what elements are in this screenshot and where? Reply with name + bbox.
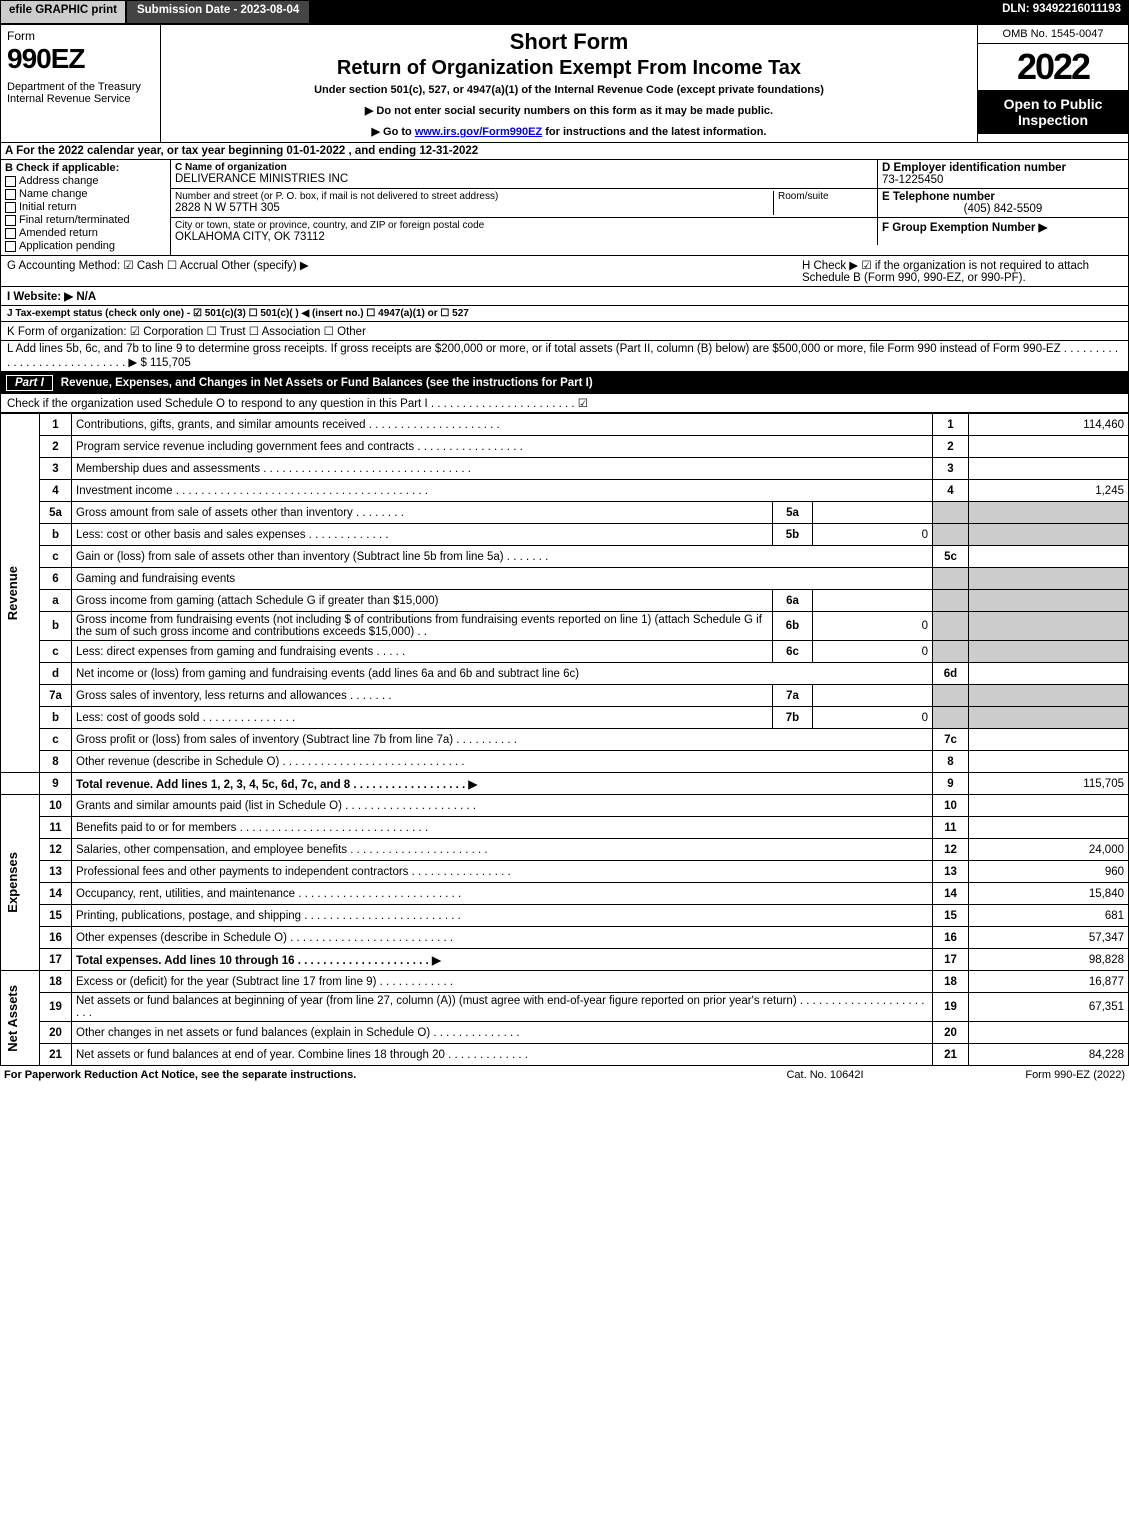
line-11: 11Benefits paid to or for members . . . … xyxy=(1,817,1129,839)
line-7a: 7aGross sales of inventory, less returns… xyxy=(1,685,1129,707)
omb-number: OMB No. 1545-0047 xyxy=(978,25,1128,44)
chk-address-change[interactable]: Address change xyxy=(5,175,166,187)
dln: DLN: 93492216011193 xyxy=(994,0,1129,24)
side-revenue: Revenue xyxy=(5,566,20,620)
part1-label: Part I xyxy=(6,375,53,391)
line-l: L Add lines 5b, 6c, and 7b to line 9 to … xyxy=(0,341,1129,372)
f-label: F Group Exemption Number ▶ xyxy=(882,222,1047,234)
section-bcde: B Check if applicable: Address change Na… xyxy=(0,160,1129,256)
form-word: Form xyxy=(7,29,154,43)
line-9: 9Total revenue. Add lines 1, 2, 3, 4, 5c… xyxy=(1,773,1129,795)
room-label: Room/suite xyxy=(773,191,873,215)
chk-initial-return[interactable]: Initial return xyxy=(5,201,166,213)
addr-label: Number and street (or P. O. box, if mail… xyxy=(175,191,773,202)
c-name-cell: C Name of organization DELIVERANCE MINIS… xyxy=(171,160,878,189)
page-footer: For Paperwork Reduction Act Notice, see … xyxy=(0,1066,1129,1084)
org-name: DELIVERANCE MINISTRIES INC xyxy=(175,173,873,185)
line-6a: aGross income from gaming (attach Schedu… xyxy=(1,590,1129,612)
c-name-label: C Name of organization xyxy=(175,162,287,173)
telephone: (405) 842-5509 xyxy=(882,203,1124,215)
line-8: 8Other revenue (describe in Schedule O) … xyxy=(1,751,1129,773)
header-center: Short Form Return of Organization Exempt… xyxy=(161,25,978,142)
chk-amended-return[interactable]: Amended return xyxy=(5,227,166,239)
line-19: 19Net assets or fund balances at beginni… xyxy=(1,993,1129,1022)
header-right: OMB No. 1545-0047 2022 Open to Public In… xyxy=(978,25,1128,142)
footer-cat: Cat. No. 10642I xyxy=(725,1069,925,1081)
line-3: 3Membership dues and assessments . . . .… xyxy=(1,458,1129,480)
form-number: 990EZ xyxy=(7,43,154,75)
line-5a: 5aGross amount from sale of assets other… xyxy=(1,502,1129,524)
line-14: 14Occupancy, rent, utilities, and mainte… xyxy=(1,883,1129,905)
lines-table: Revenue1Contributions, gifts, grants, an… xyxy=(0,413,1129,1066)
c-addr-cell: Number and street (or P. O. box, if mail… xyxy=(171,189,878,218)
line-2: 2Program service revenue including gover… xyxy=(1,436,1129,458)
open-to-public: Open to Public Inspection xyxy=(978,90,1128,134)
line-13: 13Professional fees and other payments t… xyxy=(1,861,1129,883)
line-20: 20Other changes in net assets or fund ba… xyxy=(1,1022,1129,1044)
c-city-cell: City or town, state or province, country… xyxy=(171,218,878,245)
city-state-zip: OKLAHOMA CITY, OK 73112 xyxy=(175,231,873,243)
irs-link[interactable]: www.irs.gov/Form990EZ xyxy=(415,126,542,138)
part1-header: Part I Revenue, Expenses, and Changes in… xyxy=(0,372,1129,394)
footer-left: For Paperwork Reduction Act Notice, see … xyxy=(4,1069,725,1081)
instruction-ssn: ▶ Do not enter social security numbers o… xyxy=(169,104,969,117)
line-12: 12Salaries, other compensation, and empl… xyxy=(1,839,1129,861)
line-k: K Form of organization: ☑ Corporation ☐ … xyxy=(0,322,1129,341)
line-g-h: G Accounting Method: ☑ Cash ☐ Accrual Ot… xyxy=(0,256,1129,287)
line-16: 16Other expenses (describe in Schedule O… xyxy=(1,927,1129,949)
line-1: Revenue1Contributions, gifts, grants, an… xyxy=(1,414,1129,436)
inst2-pre: ▶ Go to xyxy=(372,126,415,138)
line-a: A For the 2022 calendar year, or tax yea… xyxy=(0,143,1129,160)
d-cell: D Employer identification number 73-1225… xyxy=(878,160,1128,189)
section-b: B Check if applicable: Address change Na… xyxy=(1,160,171,255)
side-expenses: Expenses xyxy=(5,852,20,913)
top-bar: efile GRAPHIC print Submission Date - 20… xyxy=(0,0,1129,24)
line-j: J Tax-exempt status (check only one) - ☑… xyxy=(0,306,1129,322)
city-label: City or town, state or province, country… xyxy=(175,220,873,231)
line-h: H Check ▶ ☑ if the organization is not r… xyxy=(802,258,1122,284)
line-18: Net Assets18Excess or (deficit) for the … xyxy=(1,971,1129,993)
title-short-form: Short Form xyxy=(169,29,969,55)
chk-name-change[interactable]: Name change xyxy=(5,188,166,200)
line-7b: bLess: cost of goods sold . . . . . . . … xyxy=(1,707,1129,729)
line-6c: cLess: direct expenses from gaming and f… xyxy=(1,641,1129,663)
side-net-assets: Net Assets xyxy=(5,985,20,1052)
street-address: 2828 N W 57TH 305 xyxy=(175,202,773,214)
line-10: Expenses10Grants and similar amounts pai… xyxy=(1,795,1129,817)
line-i: I Website: ▶ N/A xyxy=(0,287,1129,306)
line-15: 15Printing, publications, postage, and s… xyxy=(1,905,1129,927)
line-g: G Accounting Method: ☑ Cash ☐ Accrual Ot… xyxy=(7,258,802,284)
line-7c: cGross profit or (loss) from sales of in… xyxy=(1,729,1129,751)
chk-application-pending[interactable]: Application pending xyxy=(5,240,166,252)
section-cde: C Name of organization DELIVERANCE MINIS… xyxy=(171,160,1128,255)
form-header: Form 990EZ Department of the Treasury In… xyxy=(0,24,1129,143)
tax-year: 2022 xyxy=(978,44,1128,90)
line-4: 4Investment income . . . . . . . . . . .… xyxy=(1,480,1129,502)
line-6d: dNet income or (loss) from gaming and fu… xyxy=(1,663,1129,685)
instruction-goto: ▶ Go to www.irs.gov/Form990EZ for instru… xyxy=(169,125,969,138)
subtitle: Under section 501(c), 527, or 4947(a)(1)… xyxy=(169,84,969,96)
line-6b: bGross income from fundraising events (n… xyxy=(1,612,1129,641)
title-return: Return of Organization Exempt From Incom… xyxy=(169,57,969,80)
line-5b: bLess: cost or other basis and sales exp… xyxy=(1,524,1129,546)
efile-print-button[interactable]: efile GRAPHIC print xyxy=(0,0,126,24)
department: Department of the Treasury Internal Reve… xyxy=(7,81,154,105)
ein-value: 73-1225450 xyxy=(882,174,1124,186)
footer-right: Form 990-EZ (2022) xyxy=(925,1069,1125,1081)
submission-date: Submission Date - 2023-08-04 xyxy=(126,0,310,24)
e-label: E Telephone number xyxy=(882,191,995,203)
f-cell: F Group Exemption Number ▶ xyxy=(878,218,1128,245)
part1-title: Revenue, Expenses, and Changes in Net As… xyxy=(61,377,593,389)
line-5c: cGain or (loss) from sale of assets othe… xyxy=(1,546,1129,568)
b-heading: B Check if applicable: xyxy=(5,162,119,174)
header-left: Form 990EZ Department of the Treasury In… xyxy=(1,25,161,142)
d-label: D Employer identification number xyxy=(882,162,1066,174)
inst2-post: for instructions and the latest informat… xyxy=(542,126,766,138)
e-cell: E Telephone number (405) 842-5509 xyxy=(878,189,1128,218)
line-21: 21Net assets or fund balances at end of … xyxy=(1,1044,1129,1066)
line-17: 17Total expenses. Add lines 10 through 1… xyxy=(1,949,1129,971)
part1-check: Check if the organization used Schedule … xyxy=(0,394,1129,413)
line-6: 6Gaming and fundraising events xyxy=(1,568,1129,590)
chk-final-return[interactable]: Final return/terminated xyxy=(5,214,166,226)
